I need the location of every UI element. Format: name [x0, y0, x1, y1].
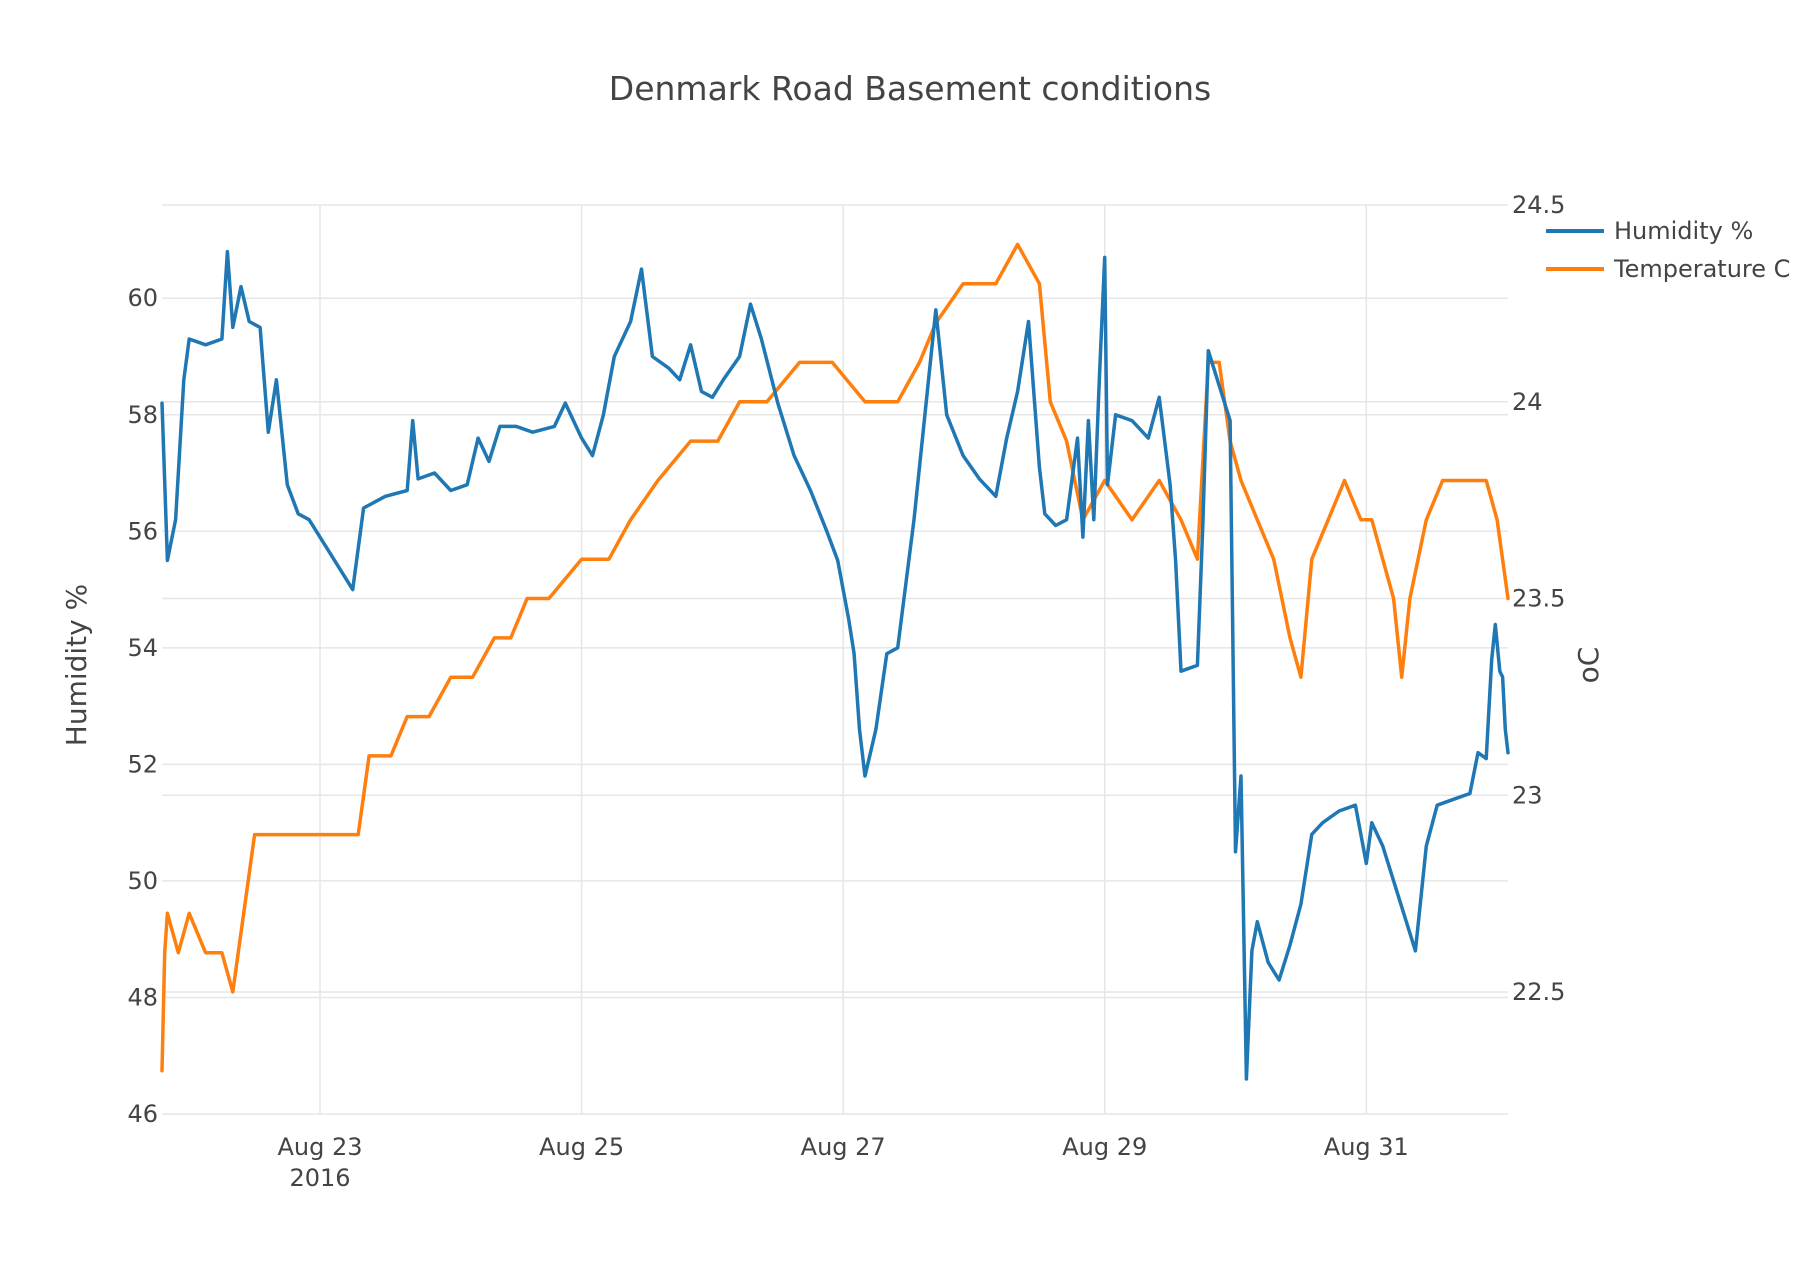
y2-tick-label: 24: [1512, 388, 1543, 416]
y2-axis-title: oC: [1572, 647, 1605, 684]
y-tick-label: 58: [127, 401, 158, 429]
series-line-temperature: [160, 242, 1510, 1073]
x-tick-label: Aug 23: [278, 1133, 363, 1161]
x-tick-label: Aug 25: [539, 1133, 624, 1161]
x-tick-label: Aug 31: [1324, 1133, 1409, 1161]
y-tick-label: 48: [127, 983, 158, 1011]
tick-labels: Aug 23 2016 Aug 25 Aug 27 Aug 29 Aug 31 46 48 50…: [127, 191, 1565, 1192]
x-tick-sublabel: 2016: [289, 1164, 350, 1192]
legend-label-humidity: Humidity %: [1614, 217, 1753, 245]
legend[interactable]: Humidity % Temperature C: [1546, 217, 1790, 283]
y2-tick-label: 23.5: [1512, 585, 1565, 613]
x-tick-label: Aug 29: [1062, 1133, 1147, 1161]
series-lines: [160, 242, 1510, 1081]
y-axis-title: Humidity %: [60, 584, 93, 746]
y2-tick-label: 22.5: [1512, 978, 1565, 1006]
y-tick-label: 46: [127, 1100, 158, 1128]
y-tick-label: 60: [127, 284, 158, 312]
y-tick-label: 50: [127, 867, 158, 895]
chart-title: Denmark Road Basement conditions: [609, 69, 1211, 108]
x-tick-label: Aug 27: [801, 1133, 886, 1161]
legend-label-temperature: Temperature C: [1613, 255, 1790, 283]
y-tick-label: 54: [127, 634, 158, 662]
y2-tick-label: 23: [1512, 781, 1543, 809]
y-tick-label: 52: [127, 750, 158, 778]
gridlines: [162, 204, 1508, 1115]
y2-tick-label: 24.5: [1512, 191, 1565, 219]
series-line-humidity: [160, 249, 1510, 1081]
y-tick-label: 56: [127, 517, 158, 545]
